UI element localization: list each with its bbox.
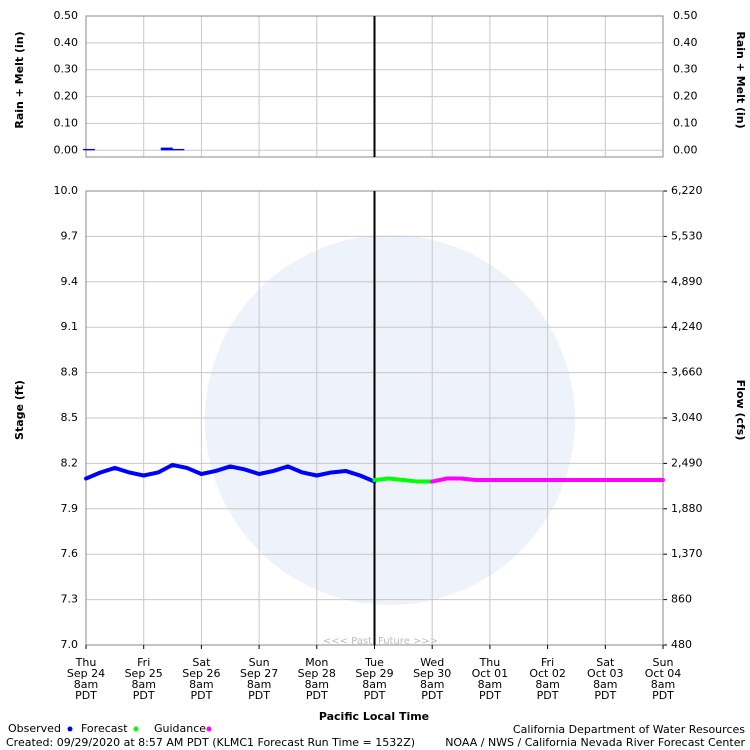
bar xyxy=(160,147,173,151)
y2-tick-label: 4,240 xyxy=(671,320,703,333)
y-tick-label: 7.6 xyxy=(61,547,79,560)
y2-label: Rain + Melt (in) xyxy=(734,31,747,128)
y2-tick-label: 3,660 xyxy=(671,366,703,379)
y-tick-label: 0.40 xyxy=(54,36,79,49)
y-tick-label: 8.8 xyxy=(61,366,79,379)
y2-tick-label: 0.30 xyxy=(673,63,698,76)
x-tick-label: Tue Sep 29 8am PDT xyxy=(355,656,393,702)
legend-marker xyxy=(67,726,73,732)
x-tick-label: Fri Oct 02 8am PDT xyxy=(529,656,566,702)
watermark xyxy=(205,235,575,605)
y-tick-label: 7.9 xyxy=(61,502,79,515)
x-tick-label: Sat Sep 26 8am PDT xyxy=(182,656,220,702)
y2-label: Flow (cfs) xyxy=(734,380,747,441)
y-tick-label: 0.10 xyxy=(54,116,79,129)
legend-label: Guidance xyxy=(154,722,206,735)
series-line xyxy=(430,476,665,484)
x-tick-label: Thu Oct 01 8am PDT xyxy=(472,656,509,702)
y-tick-label: 0.50 xyxy=(54,9,79,22)
y2-tick-label: 0.50 xyxy=(673,9,698,22)
y-tick-label: 7.3 xyxy=(61,593,79,606)
y2-tick-label: 6,220 xyxy=(671,184,703,197)
y2-tick-label: 1,370 xyxy=(671,547,703,560)
y2-tick-label: 0.20 xyxy=(673,90,698,103)
legend-label: Forecast xyxy=(81,722,128,735)
footer-created: Created: 09/29/2020 at 8:57 AM PDT (KLMC… xyxy=(6,736,415,749)
y-tick-label: 9.7 xyxy=(61,229,79,242)
x-tick-label: Fri Sep 25 8am PDT xyxy=(125,656,163,702)
x-tick-label: Sun Sep 27 8am PDT xyxy=(240,656,278,702)
y2-tick-label: 0.10 xyxy=(673,116,698,129)
bar xyxy=(82,148,95,151)
x-label: Pacific Local Time xyxy=(319,710,429,723)
annotation: <<< Past xyxy=(323,636,372,647)
y-label: Rain + Melt (in) xyxy=(13,31,26,128)
series-line xyxy=(372,476,435,484)
footer-agency: California Department of Water Resources xyxy=(513,723,745,736)
y2-tick-label: 0.40 xyxy=(673,36,698,49)
x-tick-label: Wed Sep 30 8am PDT xyxy=(413,656,451,702)
y2-tick-label: 860 xyxy=(671,593,692,606)
x-tick-label: Sun Oct 04 8am PDT xyxy=(645,656,682,702)
y2-tick-label: 1,880 xyxy=(671,502,703,515)
y-tick-label: 0.20 xyxy=(54,90,79,103)
y-tick-label: 8.5 xyxy=(61,411,79,424)
x-tick-label: Sat Oct 03 8am PDT xyxy=(587,656,624,702)
bar xyxy=(172,148,185,151)
y2-tick-label: 4,890 xyxy=(671,275,703,288)
y-tick-label: 0.00 xyxy=(54,143,79,156)
y-label: Stage (ft) xyxy=(13,380,26,440)
y2-tick-label: 3,040 xyxy=(671,411,703,424)
x-tick-label: Thu Sep 24 8am PDT xyxy=(67,656,105,702)
y-tick-label: 9.4 xyxy=(61,275,79,288)
legend-marker xyxy=(133,726,139,732)
y-tick-label: 0.30 xyxy=(54,63,79,76)
y-tick-label: 8.2 xyxy=(61,456,79,469)
x-tick-label: Mon Sep 28 8am PDT xyxy=(298,656,336,702)
series-line xyxy=(84,462,377,484)
y2-tick-label: 0.00 xyxy=(673,143,698,156)
legend-marker xyxy=(206,726,212,732)
footer-agency: NOAA / NWS / California Nevada River For… xyxy=(445,736,745,749)
y-tick-label: 7.0 xyxy=(61,638,79,651)
y2-tick-label: 5,530 xyxy=(671,229,703,242)
y-tick-label: 9.1 xyxy=(61,320,79,333)
y2-tick-label: 2,490 xyxy=(671,456,703,469)
legend-label: Observed xyxy=(8,722,61,735)
y-tick-label: 10.0 xyxy=(54,184,79,197)
annotation: Future >>> xyxy=(378,636,438,647)
y2-tick-label: 480 xyxy=(671,638,692,651)
